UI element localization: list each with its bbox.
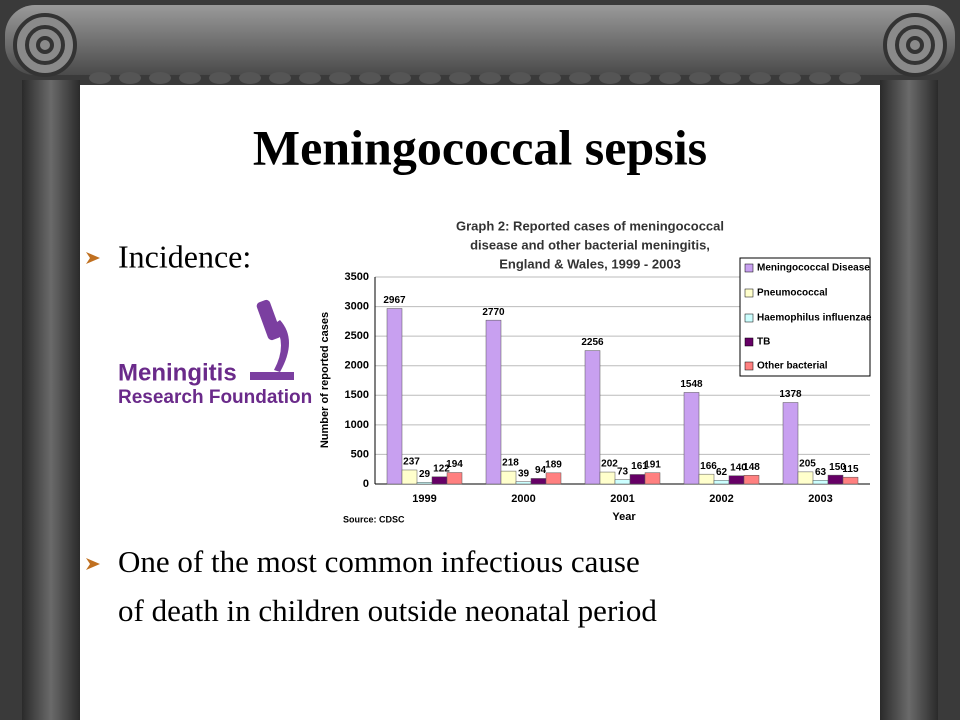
data-label: 237: [403, 457, 420, 468]
y-tick-label: 2500: [345, 330, 369, 342]
data-label: 94: [535, 465, 547, 476]
data-label: 140: [730, 462, 747, 473]
data-label: 29: [419, 469, 431, 480]
data-label: 2967: [383, 295, 406, 306]
logo-text: Meningitis: [118, 359, 237, 386]
bar: [683, 392, 700, 485]
x-tick-label: 1999: [412, 493, 436, 505]
y-tick-label: 1500: [345, 389, 369, 401]
y-tick-label: 1000: [345, 419, 369, 431]
legend-swatch: [744, 337, 754, 347]
data-label: 39: [518, 468, 530, 479]
bullet-icon: [86, 558, 100, 570]
x-axis-label: Year: [612, 511, 636, 523]
capital: [5, 5, 955, 75]
data-label: 122: [433, 463, 450, 474]
data-label: 161: [631, 461, 648, 472]
legend-label: Other bacterial: [757, 361, 828, 372]
y-tick-label: 3000: [345, 300, 369, 312]
logo-text: Research Foundation: [118, 387, 312, 408]
y-tick-label: 3500: [345, 271, 369, 283]
bar: [644, 472, 661, 485]
data-label: 73: [617, 466, 629, 477]
data-label: 63: [815, 467, 827, 478]
legend-swatch: [744, 263, 754, 273]
y-axis-label: Number of reported cases: [319, 312, 331, 448]
volutes: [13, 13, 947, 77]
bar: [500, 470, 517, 485]
data-label: 62: [716, 467, 728, 478]
capital-beads: [89, 72, 861, 84]
x-tick-label: 2000: [511, 493, 535, 505]
data-label: 1548: [680, 379, 703, 390]
bar: [584, 350, 601, 485]
data-label: 218: [502, 458, 519, 469]
right-column: [880, 80, 938, 720]
left-column: [22, 80, 80, 720]
bar: [614, 479, 631, 485]
bar: [416, 482, 433, 485]
bar: [782, 402, 799, 485]
slide-title: Meningococcal sepsis: [253, 119, 707, 175]
data-label: 166: [700, 461, 717, 472]
bar: [545, 472, 562, 485]
bullet-text: Incidence:: [118, 238, 251, 274]
data-label: 205: [799, 459, 816, 470]
data-label: 150: [829, 462, 846, 473]
source: Source: CDSC: [343, 514, 405, 524]
bar: [431, 476, 448, 485]
legend-swatch: [744, 288, 754, 298]
data-label: 191: [644, 459, 661, 470]
x-tick-label: 2001: [610, 493, 634, 505]
legend-label: Haemophilus influenzae: [757, 313, 872, 324]
bar: [812, 480, 829, 485]
legend-swatch: [744, 361, 754, 371]
data-label: 115: [842, 464, 859, 475]
data-label: 2770: [482, 307, 505, 318]
chart-title: England & Wales, 1999 - 2003: [499, 256, 681, 271]
y-tick-label: 0: [363, 478, 369, 490]
legend-swatch: [744, 313, 754, 323]
legend-label: Pneumococcal: [757, 288, 828, 299]
bar: [599, 471, 616, 485]
bar: [485, 319, 502, 485]
bar: [797, 471, 814, 485]
bullet-icon: [86, 252, 100, 264]
x-tick-label: 2003: [808, 493, 832, 505]
bar: [446, 472, 463, 485]
data-label: 194: [446, 459, 463, 470]
chart-title: disease and other bacterial meningitis,: [470, 237, 710, 252]
bullet-text: One of the most common infectious cause: [118, 544, 640, 579]
data-label: 2256: [581, 337, 604, 348]
bar: [713, 480, 730, 485]
bar: [728, 475, 745, 485]
data-label: 1378: [779, 389, 802, 400]
legend-label: Meningococcal Disease: [757, 263, 870, 274]
bar: [515, 481, 532, 485]
legend-box: [739, 257, 871, 377]
x-tick-label: 2002: [709, 493, 733, 505]
legend-label: TB: [757, 337, 770, 348]
slide-body: [80, 85, 880, 720]
y-tick-label: 500: [351, 448, 369, 460]
bullet-text: of death in children outside neonatal pe…: [118, 593, 657, 628]
logo-icon: [250, 299, 294, 380]
bar: [629, 474, 646, 485]
bar: [827, 474, 844, 485]
data-label: 148: [743, 462, 760, 473]
bar: [698, 473, 715, 485]
bar: [842, 476, 859, 485]
data-label: 202: [601, 459, 618, 470]
bar: [401, 469, 418, 485]
y-tick-label: 2000: [345, 360, 369, 372]
chart-title: Graph 2: Reported cases of meningococcal: [456, 218, 724, 233]
data-label: 189: [545, 459, 562, 470]
bar: [530, 478, 547, 485]
bar: [743, 474, 760, 485]
bar: [386, 308, 403, 485]
